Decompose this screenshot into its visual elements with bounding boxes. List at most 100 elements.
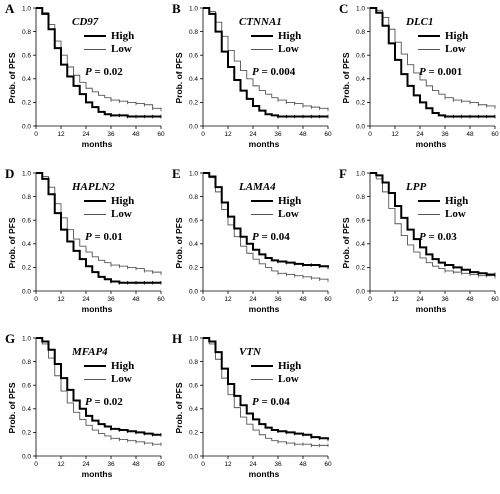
gene-name: LAMA4 (239, 181, 276, 193)
y-tick-label: 0.0 (22, 123, 31, 130)
y-tick-label: 0.4 (22, 76, 31, 83)
y-tick-label: 0.4 (189, 241, 198, 248)
legend-swatch-low (84, 214, 106, 215)
y-tick-label: 0.6 (22, 218, 31, 225)
x-tick-label: 48 (299, 461, 307, 468)
legend-swatch-low (84, 49, 106, 50)
x-tick-label: 60 (324, 131, 332, 138)
p-value-key: P (85, 396, 92, 408)
km-panel-a: 0 12 24 36 48 60 0.0 0.2 0.4 0.6 0.8 1.0 A CD97 Hig… (0, 0, 165, 160)
y-tick-label: 0.2 (22, 265, 31, 272)
x-tick-label: 12 (391, 296, 399, 303)
x-tick-label: 60 (157, 131, 165, 138)
x-tick-label: 48 (299, 296, 307, 303)
y-tick-label: 1.0 (356, 170, 365, 177)
x-tick-label: 12 (224, 296, 232, 303)
km-plot: 0 12 24 36 48 60 0.0 0.2 0.4 0.6 0.8 1.0 (22, 335, 165, 468)
panel-letter: C (339, 1, 349, 16)
km-plot: 0 12 24 36 48 60 0.0 0.2 0.4 0.6 0.8 1.0 (189, 170, 332, 303)
p-value-key: P (419, 66, 426, 78)
x-axis-label: months (248, 139, 280, 149)
x-tick-label: 48 (299, 131, 307, 138)
x-tick-label: 0 (34, 461, 38, 468)
p-value-number: 0.04 (270, 231, 290, 243)
x-axis-label: months (248, 469, 280, 479)
x-tick-label: 60 (491, 296, 499, 303)
y-tick-label: 0.4 (22, 406, 31, 413)
legend-swatch-high (418, 200, 440, 202)
x-tick-label: 24 (249, 131, 257, 138)
legend-label-low: Low (278, 208, 299, 220)
x-tick-label: 24 (416, 131, 424, 138)
legend-label-high: High (445, 195, 469, 207)
p-value-key: P (252, 231, 259, 243)
km-curve-high (370, 172, 495, 276)
legend-swatch-high (251, 35, 273, 37)
x-axis-label: months (415, 139, 447, 149)
y-tick-label: 0.2 (189, 265, 198, 272)
legend-swatch-high (251, 200, 273, 202)
p-value: P = 0.004 (252, 66, 296, 78)
y-tick-label: 0.0 (356, 123, 365, 130)
y-tick-label: 0.8 (22, 29, 31, 36)
y-tick-label: 0.6 (22, 383, 31, 390)
x-tick-label: 12 (224, 131, 232, 138)
km-panel-c: 0 12 24 36 48 60 0.0 0.2 0.4 0.6 0.8 1.0 C DLC1 Hig… (334, 0, 499, 160)
p-value-key: P (85, 66, 92, 78)
x-tick-label: 36 (274, 296, 282, 303)
km-plot: 0 12 24 36 48 60 0.0 0.2 0.4 0.6 0.8 1.0 (189, 5, 332, 138)
x-tick-label: 24 (249, 461, 257, 468)
y-tick-label: 1.0 (189, 335, 198, 342)
km-panel-d: 0 12 24 36 48 60 0.0 0.2 0.4 0.6 0.8 1.0 D HAPLN2 H… (0, 165, 165, 325)
x-axis-label: months (81, 304, 113, 314)
gene-name: MFAP4 (72, 346, 108, 358)
legend-swatch-high (84, 200, 106, 202)
p-value-number: 0.01 (103, 231, 123, 243)
km-panel-b: 0 12 24 36 48 60 0.0 0.2 0.4 0.6 0.8 1.0 B CTNNA1 H… (167, 0, 332, 160)
y-tick-label: 0.8 (189, 194, 198, 201)
x-tick-label: 0 (34, 296, 38, 303)
y-axis-label: Prob. of PFS (174, 382, 184, 434)
y-tick-label: 0.0 (22, 288, 31, 295)
x-tick-label: 24 (82, 131, 90, 138)
x-tick-label: 24 (416, 296, 424, 303)
y-tick-label: 0.2 (189, 430, 198, 437)
y-tick-label: 0.8 (356, 29, 365, 36)
x-tick-label: 60 (324, 461, 332, 468)
panel-letter: E (172, 166, 181, 181)
x-axis-label: months (248, 304, 280, 314)
y-tick-label: 0.4 (22, 241, 31, 248)
panel-letter: D (5, 166, 15, 181)
y-tick-label: 0.4 (189, 406, 198, 413)
y-tick-label: 0.2 (356, 265, 365, 272)
y-tick-label: 1.0 (22, 335, 31, 342)
x-axis-label: months (415, 304, 447, 314)
x-tick-label: 48 (132, 296, 140, 303)
y-tick-label: 0.0 (189, 123, 198, 130)
x-tick-label: 0 (34, 131, 38, 138)
y-tick-label: 1.0 (22, 5, 31, 12)
x-tick-label: 36 (107, 131, 115, 138)
p-value-key: P (419, 231, 426, 243)
x-tick-label: 0 (368, 131, 372, 138)
x-tick-label: 36 (107, 296, 115, 303)
km-curve-high (203, 337, 329, 440)
x-tick-label: 48 (132, 131, 140, 138)
gene-name: CTNNA1 (239, 16, 282, 28)
legend-swatch-high (84, 35, 106, 37)
y-tick-label: 0.2 (22, 100, 31, 107)
x-tick-label: 24 (82, 461, 90, 468)
y-tick-label: 0.2 (189, 100, 198, 107)
y-axis-label: Prob. of PFS (341, 217, 351, 269)
km-plot: 0 12 24 36 48 60 0.0 0.2 0.4 0.6 0.8 1.0 (356, 5, 499, 138)
legend-swatch-high (251, 365, 273, 367)
y-tick-label: 0.0 (22, 453, 31, 460)
x-tick-label: 12 (57, 461, 65, 468)
x-tick-label: 36 (441, 296, 449, 303)
y-axis-label: Prob. of PFS (174, 52, 184, 104)
legend-label-high: High (278, 30, 302, 42)
x-tick-label: 60 (324, 296, 332, 303)
legend-swatch-high (84, 365, 106, 367)
x-tick-label: 12 (224, 461, 232, 468)
x-tick-label: 36 (274, 131, 282, 138)
